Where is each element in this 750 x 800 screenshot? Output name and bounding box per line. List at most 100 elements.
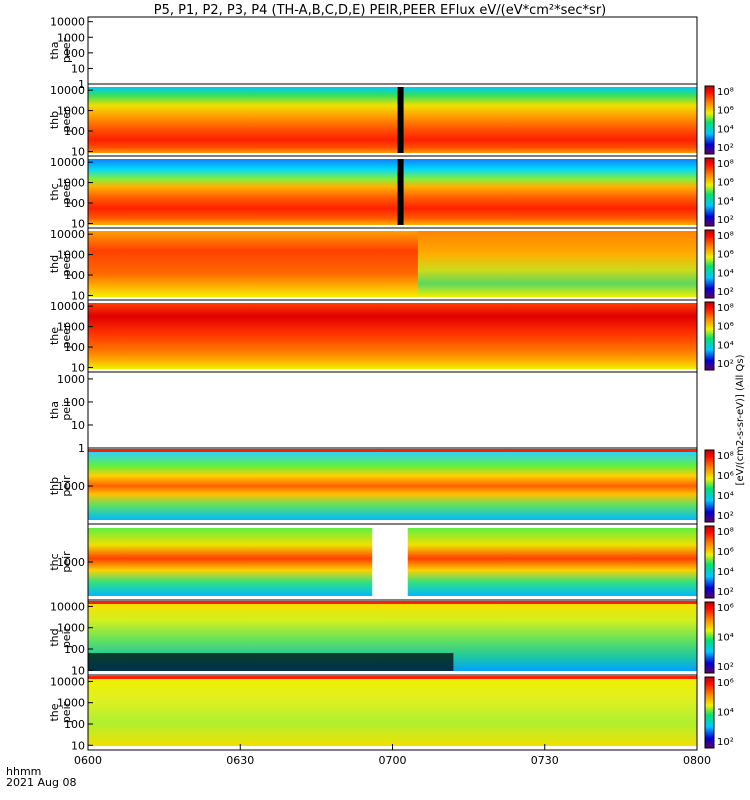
colorbar-thd-peer <box>704 229 715 299</box>
y-tick-label: 100 <box>64 643 85 656</box>
panel-thc-peer: 10 100 1000 10000 thc peer 10⁸ 10⁶ 10⁴ 10² <box>48 155 734 230</box>
panel-thd-peer: 10 100 1000 10000 thd peer 10⁸ 10⁶ 10⁴ 10² <box>48 227 734 302</box>
colorbar-tick-label: 10⁶ <box>717 471 734 482</box>
colorbar-thd-peir <box>704 601 715 674</box>
panel-label: thd <box>48 628 61 646</box>
colorbar-tick-label: 10⁸ <box>717 231 734 242</box>
y-tick-label: 10 <box>71 289 85 302</box>
data-gap-thc-peer <box>397 159 404 225</box>
y-tick-label: 1 <box>78 442 85 455</box>
panel-label: peir <box>60 701 73 723</box>
x-axis-ticks: 0600 0630 0700 0730 0800 <box>74 744 711 767</box>
y-tick-label: 1000 <box>57 697 85 710</box>
y-tick-label: 10000 <box>50 300 85 313</box>
y-tick-label: 1 <box>78 78 85 91</box>
y-tick-label: 1000 <box>57 249 85 262</box>
panel-label: thb <box>48 477 61 495</box>
colorbar-tick-label: 10⁸ <box>717 527 734 538</box>
spectrogram-the-peir <box>88 679 697 746</box>
y-tick-label: 100 <box>64 197 85 210</box>
colorbar-tick-label: 10⁶ <box>717 547 734 558</box>
panel-label: peer <box>60 38 73 64</box>
mode-bar-thd-peir <box>88 601 697 604</box>
colorbar-unit-label: [eV/(cm2-s-sr-eV)] (All Qs) <box>735 354 746 485</box>
panel-frame-tha-peir <box>87 371 698 449</box>
colorbar-tick-label: 10⁶ <box>717 250 734 261</box>
colorbar-tick-label: 10⁴ <box>717 491 734 502</box>
y-tick-label: 10000 <box>50 84 85 97</box>
panel-label: the <box>48 327 61 345</box>
spectrogram-thc-peer <box>88 159 697 225</box>
panel-label: thb <box>48 111 61 129</box>
panel-label: tha <box>48 401 61 419</box>
panel-label: thc <box>48 553 61 570</box>
y-tick-label: 1000 <box>57 105 85 118</box>
y-tick-label: 100 <box>64 341 85 354</box>
spectrogram-thb-peir <box>88 452 697 520</box>
colorbar-tick-label: 10⁸ <box>717 87 734 98</box>
y-tick-label: 1000 <box>57 321 85 334</box>
panel-the-peer: 10 100 1000 10000 the peer 10⁸ 10⁶ 10⁴ 10² <box>48 299 734 374</box>
y-tick-label: 10000 <box>50 156 85 169</box>
y-tick-label: 10 <box>71 145 85 158</box>
y-tick-label: 1000 <box>57 177 85 190</box>
colorbar-tick-label: 10² <box>717 359 734 370</box>
y-tick-label: 100 <box>64 125 85 138</box>
colorbar-tick-label: 10⁴ <box>717 196 734 207</box>
colorbar-tick-label: 10² <box>717 662 734 673</box>
panel-thb-peer: 10 100 1000 10000 thb peer 10⁸ 10⁶ 10⁴ 10² <box>48 83 734 158</box>
panel-label: peir <box>60 551 73 573</box>
data-gap-thc-peir <box>372 525 408 599</box>
colorbar-tick-label: 10⁴ <box>717 567 734 578</box>
panel-label: thc <box>48 183 61 200</box>
colorbar-thc-peir <box>704 525 715 599</box>
spectrogram-late-thd-peer <box>417 231 697 297</box>
colorbar-tick-label: 10² <box>717 511 734 522</box>
colorbar-tick-label: 10⁶ <box>717 678 734 689</box>
x-tick-label: 0600 <box>74 754 102 767</box>
spectrogram-thb-peer <box>88 87 697 153</box>
panel-tha-peer: 1 10 100 1000 10000 tha peer <box>48 16 698 91</box>
y-tick-label: 1000 <box>57 31 85 44</box>
colorbar-tick-label: 10⁴ <box>717 708 734 719</box>
date-label: 2021 Aug 08 <box>6 776 76 789</box>
colorbar-the-peir <box>704 676 715 749</box>
x-tick-label: 0800 <box>683 754 711 767</box>
colorbar-tick-label: 10⁴ <box>717 633 734 644</box>
y-tick-label: 10 <box>71 419 85 432</box>
y-tick-label: 1000 <box>57 622 85 635</box>
colorbar-tick-label: 10⁶ <box>717 322 734 333</box>
colorbar-thb-peir <box>704 449 715 523</box>
y-tick-label: 10 <box>71 739 85 752</box>
colorbar-tick-label: 10⁸ <box>717 451 734 462</box>
y-tick-label: 10000 <box>50 16 85 29</box>
noise-floor-thd-peir <box>88 653 454 671</box>
y-tick-label: 1000 <box>57 373 85 386</box>
panel-label: peer <box>60 251 73 277</box>
colorbar-tick-label: 10⁶ <box>717 106 734 117</box>
colorbar-tick-label: 10⁴ <box>717 340 734 351</box>
data-gap-thb-peer <box>397 87 404 153</box>
colorbar-tick-label: 10² <box>717 215 734 226</box>
panel-label: peir <box>60 626 73 648</box>
panel-label: peir <box>60 399 73 421</box>
panel-label: the <box>48 703 61 721</box>
colorbar-the-peer <box>704 301 715 371</box>
y-tick-label: 10 <box>71 62 85 75</box>
panel-label: thd <box>48 255 61 273</box>
x-axis-label: hhmm <box>6 765 41 778</box>
panel-label: peer <box>60 179 73 205</box>
y-tick-label: 1000 <box>57 556 85 569</box>
panel-the-peir: 10 100 1000 10000 the peir 10⁶ 10⁴ 10² <box>48 674 734 752</box>
colorbar-tick-label: 10⁴ <box>717 124 734 135</box>
y-tick-label: 10 <box>71 361 85 374</box>
colorbar-thc-peer <box>704 157 715 227</box>
x-tick-label: 0630 <box>226 754 254 767</box>
y-tick-label: 10000 <box>50 228 85 241</box>
y-tick-label: 100 <box>64 269 85 282</box>
panel-frame-tha-peer <box>87 16 698 85</box>
colorbar-thb-peer <box>704 85 715 155</box>
figure-title: P5, P1, P2, P3, P4 (TH-A,B,C,D,E) PEIR,P… <box>154 3 607 18</box>
